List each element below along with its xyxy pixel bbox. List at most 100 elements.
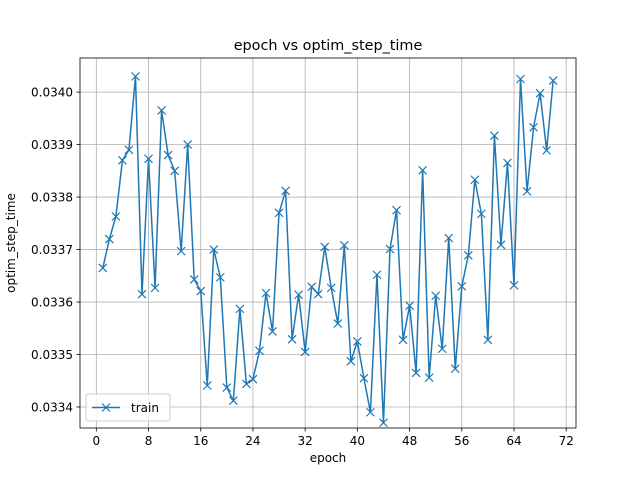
data-point (379, 418, 388, 428)
data-point (144, 154, 153, 164)
data-point (346, 356, 356, 366)
data-point (131, 71, 140, 81)
data-point (444, 233, 454, 243)
data-point (450, 364, 460, 374)
x-tick-label: 0 (92, 434, 100, 448)
y-axis-title: optim_step_time (4, 193, 18, 293)
data-point (457, 281, 467, 291)
data-point (209, 245, 219, 254)
data-point (294, 290, 304, 300)
x-tick-label: 48 (402, 434, 417, 448)
data-point (313, 289, 323, 299)
x-tick-label: 40 (350, 434, 365, 448)
data-point (300, 347, 310, 357)
data-point (255, 346, 264, 356)
data-point (137, 289, 147, 299)
data-point (281, 186, 291, 196)
data-point (339, 240, 349, 250)
data-point (268, 327, 277, 336)
data-point (287, 334, 297, 344)
data-point (516, 74, 525, 84)
data-point (398, 335, 408, 345)
y-tick-label: 0.0339 (31, 138, 73, 152)
y-tick-label: 0.0335 (31, 348, 73, 362)
data-point (202, 381, 212, 390)
data-point (503, 158, 512, 168)
data-point (326, 283, 336, 293)
x-tick-label: 24 (245, 434, 260, 448)
x-axis-title: epoch (310, 451, 347, 465)
data-point (542, 145, 552, 155)
legend-marker-x (101, 403, 111, 412)
series-layer (98, 71, 558, 428)
data-point (489, 131, 499, 141)
data-point (248, 374, 258, 384)
x-tick-label: 64 (506, 434, 521, 448)
data-point (463, 250, 473, 260)
x-tick-label: 8 (145, 434, 153, 448)
data-point (437, 344, 447, 354)
data-point (365, 407, 375, 417)
data-point (241, 379, 251, 389)
data-point (476, 209, 486, 219)
data-point (196, 286, 206, 296)
data-point (261, 288, 271, 298)
data-point (111, 212, 121, 221)
legend-label: train (131, 401, 159, 415)
data-point (483, 335, 493, 345)
y-tick-label: 0.0334 (31, 400, 73, 414)
data-point (372, 270, 382, 280)
data-point (117, 155, 127, 165)
series-line (102, 75, 554, 424)
data-point (418, 165, 428, 175)
data-point (411, 368, 421, 378)
data-point (320, 242, 330, 252)
legend-box (85, 393, 171, 422)
data-point (535, 88, 545, 98)
y-ticks: 0.0334 0.0335 0.0336 0.0337 0.0338 0.0339 0.03… (31, 85, 80, 414)
data-point (307, 282, 317, 292)
data-point (98, 263, 108, 273)
data-point (529, 122, 539, 132)
x-tick-label: 72 (559, 434, 574, 448)
data-point (496, 240, 506, 250)
plot-frame (79, 57, 577, 429)
data-point (163, 150, 173, 160)
x-tick-label: 16 (193, 434, 208, 448)
data-point (522, 186, 532, 196)
data-point (352, 336, 362, 346)
data-point (170, 166, 180, 176)
x-tick-label: 56 (454, 434, 469, 448)
data-point (359, 373, 369, 383)
data-point (150, 283, 160, 293)
data-point (509, 280, 519, 290)
data-point (405, 301, 415, 311)
data-point (235, 304, 245, 314)
data-point (104, 234, 114, 244)
data-point (392, 205, 401, 215)
data-point (157, 106, 167, 115)
y-tick-label: 0.0340 (31, 85, 73, 99)
data-point (333, 319, 343, 328)
data-point (431, 291, 441, 301)
data-point (424, 373, 434, 383)
data-point (548, 76, 558, 85)
data-point (228, 396, 238, 406)
data-point (215, 272, 225, 282)
data-point (222, 383, 232, 393)
data-point (274, 208, 284, 218)
y-tick-label: 0.0337 (31, 243, 73, 257)
y-tick-label: 0.0336 (31, 295, 73, 309)
x-ticks: 0 8 16 24 32 40 48 56 64 72 (92, 428, 574, 448)
data-point (124, 145, 134, 155)
data-point (176, 246, 186, 256)
data-point (189, 275, 199, 284)
data-point (470, 175, 480, 185)
chart-title: epoch vs optim_step_time (234, 38, 423, 54)
y-tick-label: 0.0338 (31, 190, 73, 204)
data-point (183, 140, 193, 150)
legend: train (85, 393, 171, 422)
x-tick-label: 32 (298, 434, 313, 448)
data-point (385, 244, 395, 254)
